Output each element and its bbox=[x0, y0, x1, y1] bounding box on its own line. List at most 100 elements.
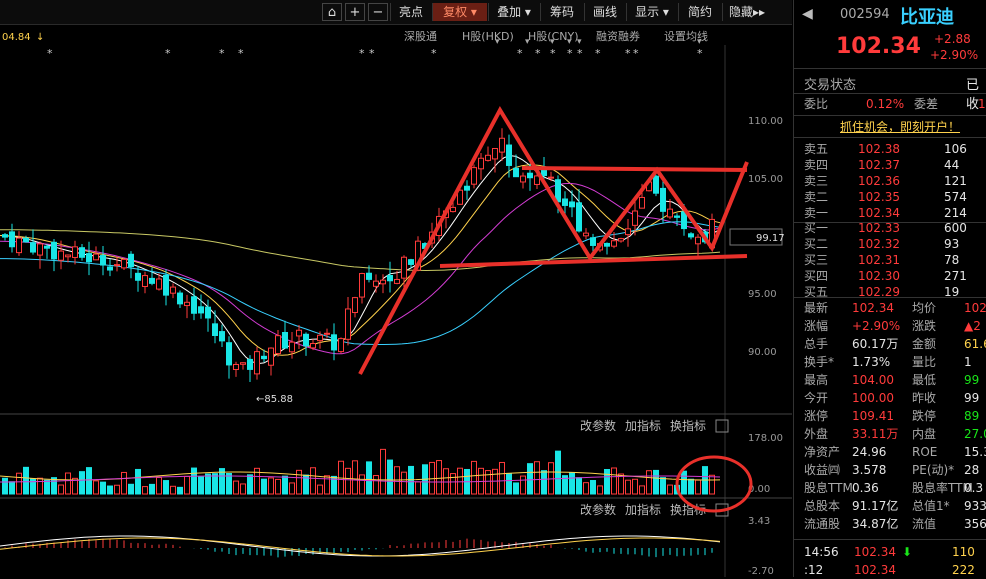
candle-body bbox=[492, 148, 498, 160]
candle-body bbox=[401, 256, 407, 279]
event-arrow-icon: ▾ bbox=[577, 37, 582, 47]
quote-panel: ◀ 002594 比亚迪 102.34 +2.88 +2.90% 交易状态 已收… bbox=[793, 0, 986, 577]
ask-row: 卖一 102.34 214 bbox=[794, 205, 986, 222]
promo-link[interactable]: 抓住机会，即刻开户！ bbox=[840, 120, 961, 134]
volume-bar bbox=[366, 461, 372, 495]
price-tick-current: 99.17 bbox=[756, 233, 785, 244]
current-price-box bbox=[729, 228, 783, 246]
back-icon[interactable]: ◀ bbox=[802, 6, 813, 22]
stat-value: ▲2 bbox=[964, 319, 981, 333]
candle-body bbox=[345, 308, 351, 340]
volume-bar bbox=[709, 474, 715, 495]
price-tick: 90.00 bbox=[748, 347, 777, 358]
indicator-margin[interactable]: 融资融券 bbox=[596, 29, 640, 43]
add-indicator-button[interactable]: 加指标 bbox=[625, 502, 661, 517]
indicator-shenzhen-connect[interactable]: 深股通 bbox=[404, 30, 437, 43]
adjust-button[interactable]: 复权 ▾ bbox=[432, 3, 487, 21]
volume-bar bbox=[345, 467, 351, 495]
candle-body bbox=[520, 175, 526, 183]
volume-bar bbox=[373, 475, 379, 495]
volume-bar bbox=[534, 461, 540, 495]
macd-tick: 3.43 bbox=[748, 516, 770, 527]
home-icon[interactable]: ⌂ bbox=[322, 3, 342, 21]
volume-bar bbox=[583, 482, 589, 495]
volume-bar bbox=[380, 448, 386, 495]
add-indicator-button[interactable]: 加指标 bbox=[625, 418, 661, 433]
hide-button[interactable]: 隐藏▸▸ bbox=[722, 3, 771, 21]
drawn-annotations[interactable] bbox=[358, 105, 753, 513]
chart-toolbar: ⌂ + − 亮点 复权 ▾ 叠加 ▾ 筹码 画线 显示 ▾ 简约 隐藏▸▸ bbox=[0, 0, 792, 25]
event-markers: * * * * * * * * * * * * * * * *▾ ▾ ▾ ▾ ▾ ▾ bbox=[47, 37, 703, 60]
chips-button[interactable]: 筹码 bbox=[540, 3, 583, 21]
wei-diff-value: 1 bbox=[978, 97, 986, 111]
stat-value: 933 bbox=[964, 499, 986, 513]
candle-body bbox=[688, 233, 694, 238]
volume-bar bbox=[401, 471, 407, 495]
candle-body bbox=[674, 215, 680, 218]
stat-value: 104.00 bbox=[852, 373, 894, 387]
volume-bar bbox=[639, 485, 645, 495]
resistance-line[interactable] bbox=[521, 166, 748, 172]
kline-chart[interactable]: 04.84 ↓ 深股通 H股(HKD) H股(CNY) 融资融券 设置均线 11… bbox=[0, 25, 792, 577]
support-line[interactable] bbox=[439, 254, 748, 268]
zoom-out-icon[interactable]: − bbox=[368, 3, 388, 21]
trade-status-label: 交易状态 bbox=[804, 78, 857, 93]
volume-circle-annotation[interactable] bbox=[675, 455, 753, 513]
volume-bar bbox=[142, 486, 148, 495]
edit-params-button[interactable]: 改参数 bbox=[580, 502, 616, 517]
candle-body bbox=[632, 210, 638, 226]
overlay-button[interactable]: 叠加 ▾ bbox=[488, 3, 539, 21]
candle-body bbox=[478, 157, 484, 170]
stat-row: 收益㈣ 3.578 PE(动)* 28 bbox=[794, 462, 986, 479]
candle-body bbox=[373, 280, 379, 287]
ask-price: 102.36 bbox=[858, 174, 900, 188]
candle-body bbox=[604, 242, 610, 247]
candle-body bbox=[485, 154, 491, 161]
volume-bar bbox=[107, 485, 113, 495]
candle-body bbox=[548, 176, 554, 179]
volume-bar bbox=[436, 460, 442, 495]
ma-value-label: 04.84 bbox=[2, 32, 31, 43]
stat-value: 1.73% bbox=[852, 355, 891, 369]
volume-bar bbox=[569, 472, 575, 495]
edit-params-button[interactable]: 改参数 bbox=[580, 418, 616, 433]
simple-button[interactable]: 简约 bbox=[678, 3, 721, 21]
highlight-button[interactable]: 亮点 bbox=[390, 3, 431, 21]
volume-bar bbox=[471, 460, 477, 495]
event-star-icon: * bbox=[238, 47, 244, 60]
zigzag-trend-line[interactable] bbox=[358, 105, 749, 375]
volume-bar bbox=[653, 469, 659, 495]
candle-body bbox=[618, 238, 624, 242]
wei-row: 委比 0.12% 委差 1 bbox=[794, 96, 986, 113]
stat-row: 最新 102.34 均价 102 bbox=[794, 300, 986, 317]
indicator-h-hkd[interactable]: H股(HKD) bbox=[462, 30, 514, 43]
volume-bar bbox=[23, 466, 29, 495]
candle-body bbox=[380, 279, 386, 285]
draw-line-button[interactable]: 画线 bbox=[584, 3, 625, 21]
ma120-line bbox=[0, 229, 721, 272]
hide-label: 隐藏 bbox=[728, 5, 753, 19]
stat-value: 99 bbox=[964, 391, 980, 405]
candle-body bbox=[247, 358, 253, 370]
volume-bar bbox=[485, 470, 491, 495]
switch-indicator-button[interactable]: 换指标 bbox=[670, 502, 706, 517]
volume-bar bbox=[317, 484, 323, 495]
volume-bar bbox=[65, 472, 71, 495]
candle-body bbox=[58, 250, 64, 261]
ask-volume: 214 bbox=[944, 206, 967, 220]
stat-value: 3.578 bbox=[852, 463, 887, 477]
stat-value: 61.6 bbox=[964, 337, 986, 351]
close-icon[interactable] bbox=[715, 419, 729, 433]
display-button[interactable]: 显示 ▾ bbox=[626, 3, 677, 21]
indicator-h-cny[interactable]: H股(CNY) bbox=[528, 30, 578, 43]
event-star-icon: * bbox=[567, 47, 573, 60]
volume-tick: 178.00 bbox=[748, 433, 783, 444]
volume-bar bbox=[198, 476, 204, 495]
volume-bar bbox=[100, 481, 106, 495]
tick-arrow: ⬇ bbox=[902, 545, 913, 559]
indicator-ma-settings[interactable]: 设置均线 bbox=[664, 29, 708, 43]
event-star-icon: * bbox=[633, 47, 639, 60]
candle-body bbox=[2, 234, 8, 238]
zoom-in-icon[interactable]: + bbox=[345, 3, 365, 21]
switch-indicator-button[interactable]: 换指标 bbox=[670, 418, 706, 433]
